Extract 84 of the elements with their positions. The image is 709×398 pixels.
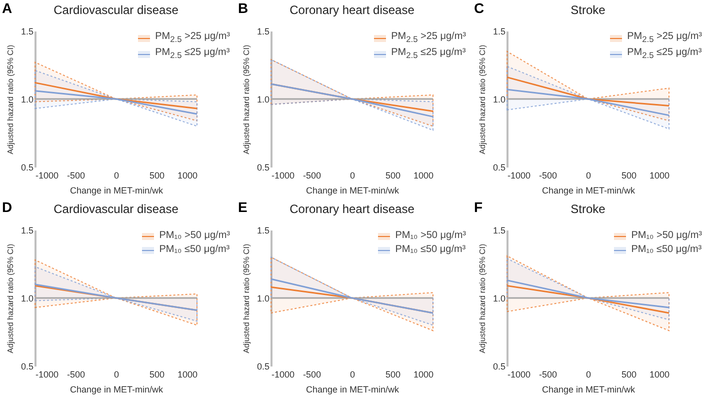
x-tick-label: -1000: [508, 170, 531, 180]
text: E: [238, 199, 248, 215]
x-tick-label: -1000: [272, 170, 295, 180]
y-tick-label: 1.0: [256, 94, 270, 104]
y-tick-label: 1.0: [492, 94, 506, 104]
x-tick-label: 500: [621, 170, 637, 180]
y-axis-title: Adjusted hazard ratio (95% CI): [478, 243, 487, 354]
legend-label: PM₁₀ >50 μg/m³: [395, 229, 466, 243]
text: A: [2, 0, 12, 16]
y-tick-label: 0.5: [492, 362, 506, 372]
legend-label: PM$_{2.5}$ ≤25 μg/m³: [391, 46, 466, 62]
legend-label: PM₁₀ ≤50 μg/m³: [395, 243, 466, 257]
x-tick-label: -500: [66, 170, 86, 180]
y-tick-label: 1.0: [256, 294, 270, 304]
legend-label: PM$_{2.5}$ >25 μg/m³: [155, 30, 230, 46]
text: D: [2, 199, 12, 215]
y-tick-label: 1.5: [492, 226, 506, 236]
y-tick-label: 1.5: [492, 26, 506, 36]
x-tick-label: 0: [114, 170, 120, 180]
x-axis-title: Change in MET-min/wk: [306, 186, 400, 196]
x-tick-label: -500: [538, 170, 558, 180]
x-tick-label: 1000: [413, 370, 434, 380]
x-tick-label: -500: [302, 370, 322, 380]
x-tick-label: 500: [385, 170, 401, 180]
x-tick-label: 500: [621, 370, 637, 380]
legend-label: PM₁₀ >50 μg/m³: [159, 229, 230, 243]
y-axis-title: Adjusted hazard ratio (95% CI): [242, 44, 251, 154]
x-tick-label: 0: [586, 370, 592, 380]
y-tick-label: 1.5: [20, 26, 34, 36]
x-tick-label: 0: [114, 370, 120, 380]
legend-label: PM₁₀ ≤50 μg/m³: [631, 243, 702, 257]
legend-label: PM$_{2.5}$ ≤25 μg/m³: [627, 46, 702, 62]
y-tick-label: 0.5: [20, 162, 34, 172]
x-tick-label: 500: [149, 370, 165, 380]
x-tick-label: 1000: [649, 370, 670, 380]
chart-title: Coronary heart disease: [290, 202, 415, 216]
y-axis-title: Adjusted hazard ratio (95% CI): [6, 44, 15, 154]
x-tick-label: 500: [149, 170, 165, 180]
text: F: [474, 199, 483, 215]
x-tick-label: 1000: [177, 370, 198, 380]
y-tick-label: 1.5: [256, 26, 270, 36]
x-axis-title: Change in MET-min/wk: [306, 384, 400, 394]
chart-title: Stroke: [570, 202, 606, 216]
x-tick-label: 0: [350, 370, 356, 380]
y-tick-label: 0.5: [256, 162, 270, 172]
x-tick-label: -1000: [36, 370, 59, 380]
y-axis-title: Adjusted hazard ratio (95% CI): [6, 243, 15, 354]
text: B: [238, 0, 248, 16]
legend-label: PM₁₀ >50 μg/m³: [631, 229, 702, 243]
legend-label: PM$_{2.5}$ ≤25 μg/m³: [155, 46, 230, 62]
x-axis-title: Change in MET-min/wk: [542, 384, 636, 394]
chart-title: Coronary heart disease: [290, 3, 415, 17]
y-axis-title: Adjusted hazard ratio (95% CI): [242, 243, 251, 354]
x-tick-label: -500: [538, 370, 558, 380]
x-tick-label: -1000: [36, 170, 59, 180]
x-tick-label: 1000: [177, 170, 198, 180]
chart-title: Cardiovascular disease: [54, 3, 179, 17]
x-tick-label: 1000: [413, 170, 434, 180]
x-tick-label: -1000: [272, 370, 295, 380]
y-tick-label: 1.0: [20, 94, 34, 104]
x-tick-label: -1000: [508, 370, 531, 380]
legend-label: PM$_{2.5}$ >25 μg/m³: [627, 30, 702, 46]
y-tick-label: 1.0: [492, 294, 506, 304]
chart-title: Cardiovascular disease: [54, 202, 179, 216]
x-tick-label: 0: [586, 170, 592, 180]
x-tick-label: -500: [66, 370, 86, 380]
x-tick-label: -500: [302, 170, 322, 180]
y-tick-label: 0.5: [256, 362, 270, 372]
x-tick-label: 500: [385, 370, 401, 380]
y-axis-title: Adjusted hazard ratio (95% CI): [478, 44, 487, 154]
text: C: [474, 0, 484, 16]
x-tick-label: 1000: [649, 170, 670, 180]
chart-title: Stroke: [570, 3, 606, 17]
x-axis-title: Change in MET-min/wk: [70, 384, 164, 394]
y-tick-label: 1.0: [20, 294, 34, 304]
legend-label: PM₁₀ ≤50 μg/m³: [159, 243, 230, 257]
x-tick-label: 0: [350, 170, 356, 180]
y-tick-label: 0.5: [492, 162, 506, 172]
legend-label: PM$_{2.5}$ >25 μg/m³: [391, 30, 466, 46]
x-axis-title: Change in MET-min/wk: [70, 186, 164, 196]
x-axis-title: Change in MET-min/wk: [542, 186, 636, 196]
y-tick-label: 0.5: [20, 362, 34, 372]
y-tick-label: 1.5: [256, 226, 270, 236]
y-tick-label: 1.5: [20, 226, 34, 236]
